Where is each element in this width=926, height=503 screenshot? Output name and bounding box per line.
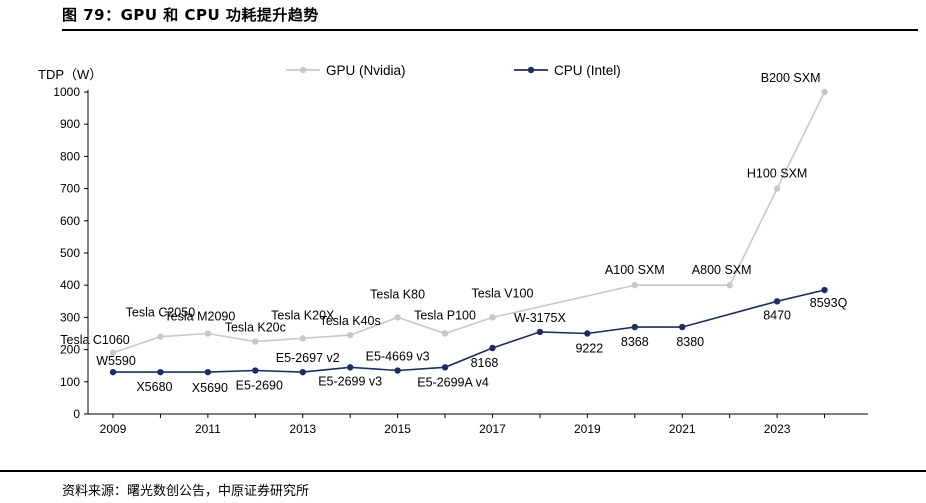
x-tick-label: 2009 <box>100 422 127 436</box>
y-tick-label: 600 <box>60 214 80 228</box>
data-point <box>157 368 164 376</box>
data-label: E5-2699A v4 <box>417 375 489 389</box>
series-line-1 <box>113 289 825 373</box>
data-label: 8168 <box>471 356 499 370</box>
data-label: Tesla K80 <box>370 287 425 301</box>
data-point <box>441 330 449 337</box>
data-point <box>252 338 259 345</box>
data-label: W-3175X <box>514 311 567 325</box>
data-label: Tesla K20c <box>225 321 286 335</box>
data-label: 8593Q <box>810 296 848 310</box>
data-label: E5-2697 v2 <box>276 351 340 365</box>
x-tick-label: 2021 <box>669 422 696 436</box>
data-point <box>489 314 496 321</box>
data-label: E5-4669 v3 <box>366 350 430 364</box>
source-note: 资料来源：曙光数创公告，中原证券研究所 <box>62 484 310 499</box>
data-point <box>489 344 496 352</box>
chart-svg: 0 100 200 300 400 500 600 700 800 900 1000 2009 2011… <box>38 63 868 436</box>
y-tick-label: 300 <box>60 310 80 324</box>
y-tick-label: 500 <box>60 246 80 260</box>
top-rule <box>62 29 918 31</box>
figure-title: 图 79：GPU 和 CPU 功耗提升趋势 <box>62 6 319 24</box>
y-tick-label: 900 <box>60 117 80 131</box>
data-point <box>394 314 401 321</box>
data-label: E5-2690 <box>236 379 283 393</box>
x-tick-label: 2011 <box>195 422 221 436</box>
data-point <box>773 185 781 192</box>
data-point <box>157 333 164 340</box>
bottom-rule <box>0 470 926 472</box>
data-label: Tesla K40s <box>320 314 381 328</box>
data-point <box>346 364 354 371</box>
y-axis-label: TDP（W） <box>38 67 102 82</box>
data-label: Tesla C1060 <box>60 333 130 347</box>
data-point <box>299 368 306 376</box>
legend-marker-1 <box>527 66 535 74</box>
y-tick-label: 100 <box>60 375 80 389</box>
data-point <box>441 364 449 371</box>
data-point <box>394 367 401 374</box>
data-label: H100 SXM <box>747 167 807 181</box>
data-label: 9222 <box>575 342 603 356</box>
data-label: A800 SXM <box>692 263 752 277</box>
x-tick-label: 2015 <box>384 422 411 436</box>
chart-series <box>109 88 828 376</box>
data-point <box>773 298 781 305</box>
y-tick-label: 1000 <box>53 85 80 99</box>
chart-legend: GPU (Nvidia) CPU (Intel) <box>286 63 621 78</box>
data-label: 8380 <box>676 335 704 349</box>
data-point <box>252 367 259 374</box>
y-tick-label: 400 <box>60 278 80 292</box>
data-label: X5690 <box>192 381 228 395</box>
data-point <box>821 88 828 96</box>
data-point <box>536 328 544 336</box>
x-tick-label: 2023 <box>764 422 791 436</box>
data-label: Tesla P100 <box>414 309 476 323</box>
data-label: Tesla C2050 <box>126 306 196 320</box>
data-point <box>299 335 306 342</box>
data-label: Tesla V100 <box>472 286 534 300</box>
y-tick-label: 800 <box>60 149 80 163</box>
data-label: X5680 <box>136 380 172 394</box>
data-point <box>631 282 638 289</box>
data-point <box>204 330 212 337</box>
data-label: W5590 <box>96 354 136 368</box>
x-tick-label: 2013 <box>289 422 316 436</box>
data-label: B200 SXM <box>761 71 821 85</box>
data-point <box>726 282 733 289</box>
legend-label-0: GPU (Nvidia) <box>326 63 406 78</box>
chart-axes: 0 100 200 300 400 500 600 700 800 900 1000 2009 2011… <box>38 67 868 436</box>
data-point <box>584 330 591 337</box>
data-point <box>346 331 354 339</box>
data-label: 8470 <box>763 308 791 322</box>
data-label: 8368 <box>621 335 649 349</box>
y-tick-label: 200 <box>60 343 80 357</box>
data-label: Tesla K20X <box>271 308 335 322</box>
data-point <box>821 286 828 294</box>
data-point <box>109 349 117 357</box>
data-point <box>204 368 212 376</box>
y-tick-label: 700 <box>60 182 80 196</box>
data-point <box>109 368 117 376</box>
legend-marker-0 <box>299 66 307 74</box>
data-point <box>679 323 686 331</box>
x-tick-label: 2019 <box>574 422 601 436</box>
y-tick-label: 0 <box>73 407 80 421</box>
x-tick-label: 2017 <box>479 422 506 436</box>
legend-label-1: CPU (Intel) <box>554 63 621 78</box>
data-label: A100 SXM <box>605 263 665 277</box>
data-label: E5-2699 v3 <box>318 374 382 388</box>
data-label: Tesla M2090 <box>164 310 235 324</box>
data-point <box>631 323 638 331</box>
